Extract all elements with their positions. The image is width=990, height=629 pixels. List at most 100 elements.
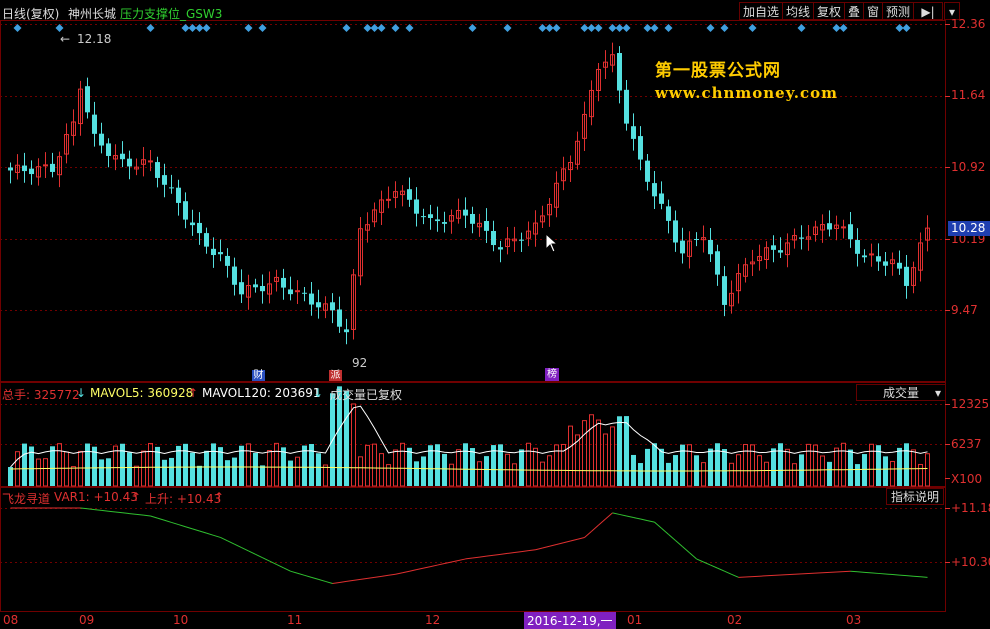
play-arrow-icon[interactable]: ▶|	[913, 2, 943, 20]
signal-diamond	[839, 24, 848, 32]
indicator-line-segment	[304, 574, 312, 578]
volume-bar	[666, 462, 671, 486]
volume-bar	[134, 465, 139, 487]
indicator-line-segment	[899, 574, 907, 577]
x-axis-label: 09	[79, 613, 95, 627]
candle-body	[722, 276, 727, 305]
indicator-line-segment	[122, 512, 130, 515]
indicator-line-segment	[500, 552, 508, 555]
volume-bar	[246, 443, 251, 487]
signal-diamond	[391, 24, 400, 32]
candle-body	[400, 190, 405, 196]
indicator-line-segment	[402, 570, 410, 574]
signal-diamond	[608, 24, 617, 32]
volume-bar	[183, 443, 188, 486]
candle-body	[624, 89, 629, 124]
forecast-button[interactable]: 预测	[882, 2, 915, 20]
candle-body	[351, 274, 356, 330]
dividend-badge[interactable]: 派	[329, 370, 342, 381]
indicator-line-segment	[710, 564, 718, 569]
volume-bar	[225, 460, 230, 486]
candle-body	[225, 255, 230, 266]
candle-body	[582, 113, 587, 139]
signal-diamond	[650, 24, 659, 32]
indicator-line-segment	[668, 534, 676, 541]
add-watchlist-button[interactable]: 加自选	[739, 2, 784, 20]
volume-bar	[64, 451, 69, 487]
signal-diamond	[615, 24, 624, 32]
candle-body	[813, 226, 818, 235]
indicator-line-segment	[143, 514, 151, 517]
indicator-name[interactable]: 压力支撑位_GSW3	[120, 7, 223, 21]
candle-body	[764, 247, 769, 260]
signal-diamond	[643, 24, 652, 32]
indicator-help-button[interactable]: 指标说明	[886, 488, 944, 505]
candle-body	[652, 183, 657, 197]
indicator-line-segment	[577, 536, 585, 540]
indicator-line-segment	[297, 572, 305, 576]
candle-body	[680, 240, 685, 254]
indicator-line-segment	[346, 579, 354, 582]
volume-indicator-select[interactable]: 成交量 ▾	[856, 384, 946, 401]
volume-bar	[92, 446, 97, 486]
indicator-line-segment	[318, 578, 326, 582]
volume-bar	[624, 416, 629, 486]
candle-body	[834, 224, 839, 229]
indicator-line-segment	[374, 575, 382, 578]
indicator-line-segment	[626, 515, 634, 518]
candle-body	[519, 239, 524, 241]
volume-bar	[498, 444, 503, 486]
volume-bar	[729, 462, 734, 487]
volume-bar	[883, 456, 888, 486]
volume-bar	[372, 443, 377, 487]
candle-body	[876, 256, 881, 262]
volume-panel-frame	[0, 382, 946, 487]
volume-bar	[302, 445, 307, 486]
indicator-line-segment	[248, 550, 256, 555]
indicator-line-segment	[864, 571, 872, 574]
moving-average-button[interactable]: 均线	[782, 2, 815, 20]
volume-bar	[610, 426, 615, 487]
volume-bar	[519, 449, 524, 486]
ranking-badge[interactable]: 榜	[545, 368, 559, 381]
volume-bar	[827, 461, 832, 486]
volume-bar	[491, 445, 496, 486]
volume-bar	[743, 444, 748, 487]
candle-body	[302, 292, 307, 294]
candle-body	[918, 242, 923, 271]
indicator-panel-frame	[0, 487, 946, 612]
period-label[interactable]: 日线(复权)	[2, 7, 60, 21]
candle-body	[631, 126, 636, 139]
volume-bar	[897, 447, 902, 486]
volume-bar	[344, 390, 349, 486]
candle-body	[204, 233, 209, 247]
finance-badge[interactable]: 财	[252, 370, 265, 381]
volume-bar	[141, 450, 146, 487]
volume-bar	[687, 444, 692, 487]
adjust-button[interactable]: 复权	[813, 2, 846, 20]
volume-bar	[29, 446, 34, 486]
indicator-line-segment	[255, 553, 263, 559]
candle-body	[99, 133, 104, 146]
indicator-line-segment	[612, 512, 620, 515]
candle-body	[64, 134, 69, 155]
candle-body	[407, 189, 412, 200]
candle-body	[848, 224, 853, 240]
candle-body	[666, 206, 671, 221]
volume-bar	[365, 444, 370, 487]
candle-body	[358, 228, 363, 277]
indicator-line-segment	[171, 521, 179, 526]
volume-bar	[50, 446, 55, 486]
candle-body	[281, 277, 286, 288]
indicator-line-segment	[486, 554, 494, 557]
volume-bar	[253, 452, 258, 486]
signal-diamond	[405, 24, 414, 32]
overlay-button[interactable]: 叠	[844, 2, 865, 20]
window-button[interactable]: 窗	[863, 2, 884, 20]
candle-body	[106, 143, 111, 156]
candle-body	[8, 167, 13, 171]
chevron-down-icon[interactable]: ▾	[944, 2, 960, 20]
volume-bar	[36, 458, 41, 487]
volume-bar	[78, 450, 83, 487]
